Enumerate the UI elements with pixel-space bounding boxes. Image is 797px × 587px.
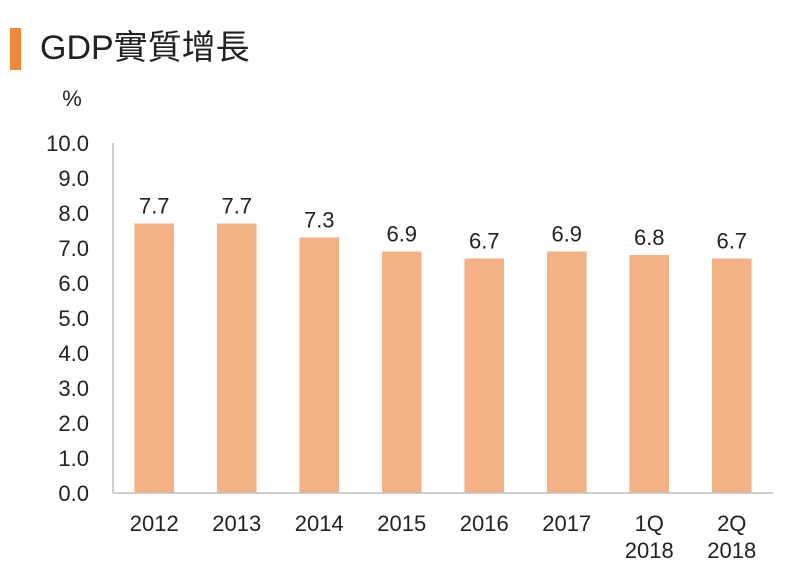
bar [629, 255, 670, 493]
x-category-label: 2014 [295, 511, 344, 536]
x-category-label: 1Q [635, 511, 664, 536]
x-category-label: 2017 [542, 511, 591, 536]
x-category-label: 2018 [625, 538, 674, 563]
y-tick-label: 2.0 [58, 411, 89, 436]
bar-data-label: 6.9 [386, 222, 417, 247]
chart-title: GDP實質增長 [40, 29, 250, 67]
x-category-label: 2013 [212, 511, 261, 536]
bar-data-label: 6.7 [469, 229, 500, 254]
bar [711, 258, 752, 493]
y-tick-label: 9.0 [58, 166, 89, 191]
x-category-label: 2016 [460, 511, 509, 536]
bar [381, 251, 422, 493]
x-category-label: 2Q [717, 511, 746, 536]
x-category-label: 2015 [377, 511, 426, 536]
y-tick-label: 5.0 [58, 306, 89, 331]
y-axis-unit-label: % [62, 86, 82, 111]
bar-data-label: 6.7 [716, 229, 747, 254]
bar [134, 223, 175, 493]
y-tick-label: 0.0 [58, 481, 89, 506]
bar-data-label: 7.7 [221, 194, 252, 219]
y-tick-label: 4.0 [58, 341, 89, 366]
bar [546, 251, 587, 493]
x-category-label: 2018 [707, 538, 756, 563]
y-tick-label: 1.0 [58, 446, 89, 471]
bar-data-label: 6.8 [634, 225, 665, 250]
y-tick-label: 7.0 [58, 236, 89, 261]
bar [216, 223, 257, 493]
bar-data-label: 7.7 [139, 194, 170, 219]
y-tick-label: 3.0 [58, 376, 89, 401]
y-tick-label: 8.0 [58, 201, 89, 226]
y-tick-label: 10.0 [46, 131, 89, 156]
y-tick-label: 6.0 [58, 271, 89, 296]
bar-data-label: 7.3 [304, 208, 335, 233]
title-accent-bar [10, 28, 21, 70]
bar [299, 237, 340, 493]
x-category-label: 2012 [130, 511, 179, 536]
bar [464, 258, 505, 493]
bar-data-label: 6.9 [551, 222, 582, 247]
